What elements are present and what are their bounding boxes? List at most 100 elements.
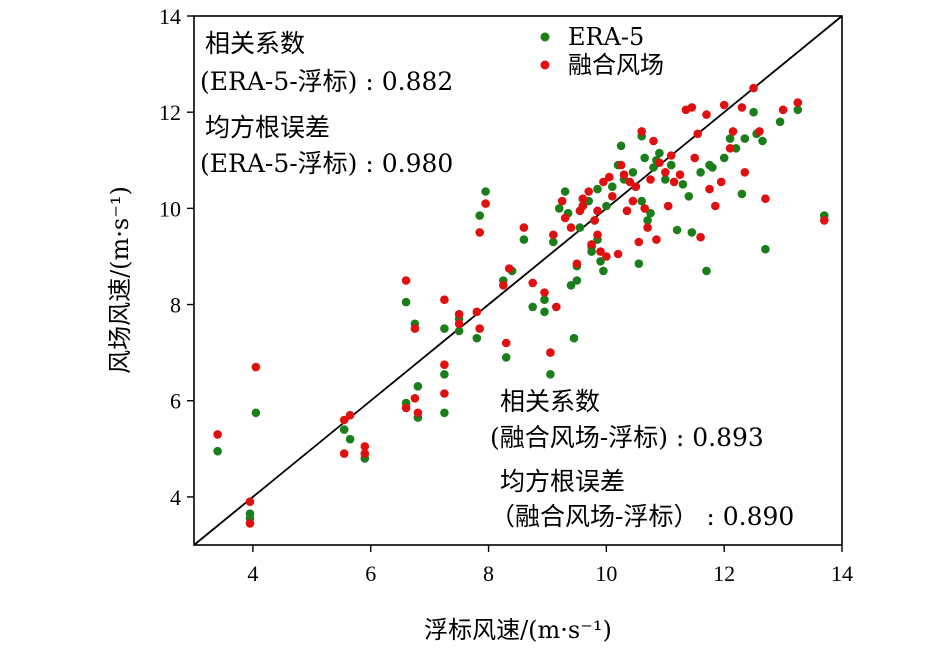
data-point-fused xyxy=(410,394,420,403)
data-point-fused xyxy=(587,240,596,249)
data-point-era5 xyxy=(528,302,537,312)
legend-label-fused: 融合风场 xyxy=(568,51,664,79)
data-point-era5 xyxy=(640,153,649,163)
plot-frame xyxy=(193,15,843,546)
data-point-era5 xyxy=(475,211,485,220)
data-point-fused xyxy=(637,127,646,136)
data-point-fused xyxy=(360,442,370,451)
data-point-fused xyxy=(578,194,588,203)
era5-rmse-title: 均方根误差 xyxy=(205,113,330,142)
data-point-fused xyxy=(593,230,602,240)
y-tick-label: 4 xyxy=(170,485,181,510)
data-point-era5 xyxy=(643,216,652,225)
data-point-fused xyxy=(622,206,632,216)
data-point-fused xyxy=(540,288,549,297)
data-point-fused xyxy=(690,153,699,163)
data-point-fused xyxy=(820,216,829,225)
data-point-fused xyxy=(345,410,355,420)
data-point-era5 xyxy=(749,107,758,117)
data-point-fused xyxy=(578,201,588,211)
data-point-era5 xyxy=(740,134,750,143)
fused-rmse-title: 均方根误差 xyxy=(500,467,625,496)
data-point-era5 xyxy=(481,187,490,196)
data-point-fused xyxy=(628,196,638,206)
data-point-era5 xyxy=(345,434,355,444)
data-point-fused xyxy=(410,324,420,333)
data-point-fused xyxy=(546,348,555,357)
data-point-fused xyxy=(631,182,641,191)
data-point-era5 xyxy=(684,192,694,201)
data-point-fused xyxy=(440,295,449,305)
x-tick-label: 8 xyxy=(483,561,494,586)
y-tick-label: 12 xyxy=(159,100,181,125)
legend: ERA-5 融合风场 xyxy=(540,23,664,79)
fused-correlation-value: (融合风场-浮标) : 0.893 xyxy=(490,423,764,452)
data-point-era5 xyxy=(572,276,582,285)
data-point-era5 xyxy=(602,201,611,211)
data-point-era5 xyxy=(540,295,549,305)
data-point-fused xyxy=(528,278,537,288)
data-points-layer xyxy=(213,83,829,528)
data-point-fused xyxy=(749,83,758,93)
data-point-era5 xyxy=(546,370,555,379)
data-point-fused xyxy=(737,103,747,112)
data-point-fused xyxy=(693,129,702,139)
data-point-fused xyxy=(634,237,644,247)
x-tick-label: 6 xyxy=(365,561,376,586)
data-point-era5 xyxy=(737,189,747,199)
data-point-era5 xyxy=(678,180,688,189)
data-point-era5 xyxy=(251,408,261,418)
data-point-fused xyxy=(454,319,464,329)
data-point-fused xyxy=(711,201,720,211)
data-point-fused xyxy=(501,338,511,348)
data-point-era5 xyxy=(566,281,576,290)
data-point-fused xyxy=(499,281,508,290)
data-point-fused xyxy=(669,177,679,187)
data-point-era5 xyxy=(569,333,579,343)
era5-correlation-value: (ERA-5-浮标) : 0.882 xyxy=(200,67,453,96)
data-point-fused xyxy=(339,415,349,425)
data-point-fused xyxy=(590,216,599,225)
data-point-fused xyxy=(666,151,676,160)
data-point-fused xyxy=(401,403,411,413)
data-point-fused xyxy=(740,168,750,177)
data-point-era5 xyxy=(708,163,717,172)
data-point-era5 xyxy=(719,153,729,163)
data-point-era5 xyxy=(672,225,682,235)
reference-line-layer xyxy=(193,15,843,546)
data-point-fused xyxy=(572,259,582,269)
data-point-fused xyxy=(481,199,490,208)
data-point-era5 xyxy=(575,223,585,232)
data-point-fused xyxy=(401,276,411,285)
data-point-fused xyxy=(725,144,735,153)
data-point-fused xyxy=(596,247,605,256)
fused-rmse-value: （融合风场-浮标） : 0.890 xyxy=(490,502,794,531)
data-point-era5 xyxy=(440,324,449,333)
data-point-fused xyxy=(593,206,602,216)
data-point-fused xyxy=(652,235,661,244)
data-point-fused xyxy=(655,158,664,167)
data-point-era5 xyxy=(560,187,570,196)
data-point-fused xyxy=(619,170,629,179)
x-tick-label: 10 xyxy=(595,561,617,586)
data-point-era5 xyxy=(454,326,464,336)
data-point-era5 xyxy=(593,184,602,194)
one-to-one-reference-line xyxy=(193,15,843,546)
data-point-era5 xyxy=(661,175,670,184)
data-point-fused xyxy=(584,187,593,196)
data-point-fused xyxy=(778,105,788,115)
x-tick-label: 14 xyxy=(831,561,853,586)
data-point-fused xyxy=(728,127,738,136)
data-point-fused xyxy=(687,103,697,112)
data-point-fused xyxy=(675,170,685,179)
data-point-era5 xyxy=(599,266,608,276)
fused-correlation-title: 相关系数 xyxy=(500,387,600,416)
data-point-era5 xyxy=(339,425,349,434)
x-tick-label: 4 xyxy=(247,561,258,586)
y-axis-title: 风场风速/(m·s⁻¹) xyxy=(106,186,134,374)
data-point-era5 xyxy=(646,208,655,218)
data-point-era5 xyxy=(655,148,664,158)
data-point-fused xyxy=(440,389,449,398)
y-tick-label: 6 xyxy=(170,389,181,414)
x-tick-label: 12 xyxy=(713,561,735,586)
